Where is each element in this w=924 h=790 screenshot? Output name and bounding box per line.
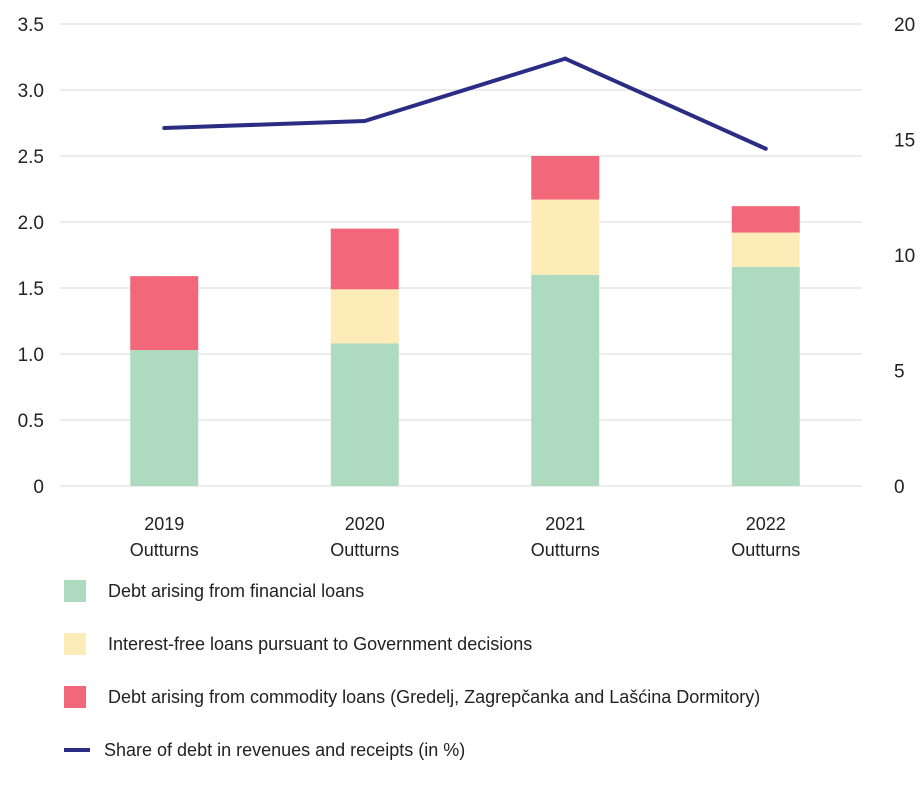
bar-segment-commodity-loans	[330, 228, 399, 290]
left-tick-label: 3.5	[18, 15, 44, 36]
legend-swatch-financial-loans	[64, 580, 86, 602]
legend-item-interest-free-loans: Interest-free loans pursuant to Governme…	[64, 631, 904, 657]
bar-segment-commodity-loans	[130, 276, 199, 351]
bar-segment-financial-loans	[330, 343, 399, 486]
bar-segment-interest-free-loans	[330, 289, 399, 344]
bars	[130, 156, 800, 486]
category-labels: 2019 Outturns 2020 Outturns 2021 Outturns 2022…	[130, 514, 801, 560]
right-tick-label: 0	[894, 477, 905, 498]
share-line-path	[164, 56, 767, 151]
legend-swatch-share-line	[64, 748, 90, 752]
legend-label: Share of debt in revenues and receipts (…	[104, 739, 466, 760]
left-tick-label: 2.5	[18, 147, 44, 168]
share-line-point	[763, 146, 768, 151]
right-tick-label: 20	[894, 15, 915, 36]
left-tick-label: 0.5	[18, 411, 44, 432]
legend-label: Interest-free loans pursuant to Governme…	[108, 633, 533, 654]
right-tick-label: 5	[894, 362, 905, 383]
left-axis-ticks: 0 0.5 1.0 1.5 2.0 2.5 3.0 3.5	[18, 15, 44, 498]
legend-swatch-commodity-loans	[64, 686, 86, 708]
bar-segment-financial-loans	[130, 350, 199, 486]
legend-item-financial-loans: Debt arising from financial loans	[64, 578, 904, 604]
bar-segment-interest-free-loans	[731, 232, 800, 267]
right-tick-label: 10	[894, 246, 915, 267]
bar-segment-commodity-loans	[531, 156, 600, 200]
legend-item-share-line: Share of debt in revenues and receipts (…	[64, 737, 904, 763]
left-tick-label: 0	[33, 477, 44, 498]
bar-segment-commodity-loans	[731, 206, 800, 233]
legend-label: Debt arising from commodity loans (Grede…	[108, 686, 761, 707]
category-label: 2021 Outturns	[531, 514, 600, 560]
chart: 0 0.5 1.0 1.5 2.0 2.5 3.0 3.5 0 5 10 15 20 2019 Outt…	[18, 15, 916, 560]
legend-label: Debt arising from financial loans	[108, 580, 365, 601]
share-line	[162, 56, 768, 151]
left-tick-label: 1.5	[18, 279, 44, 300]
bar-segment-financial-loans	[531, 274, 600, 486]
legend: Debt arising from financial loans Intere…	[64, 578, 904, 790]
category-label: 2019 Outturns	[130, 514, 199, 560]
left-tick-label: 2.0	[18, 213, 44, 234]
right-tick-label: 15	[894, 131, 915, 152]
share-line-point	[162, 125, 167, 130]
bar-segment-interest-free-loans	[531, 199, 600, 275]
right-axis-ticks: 0 5 10 15 20	[894, 15, 915, 498]
legend-swatch-interest-free-loans	[64, 633, 86, 655]
legend-item-commodity-loans: Debt arising from commodity loans (Grede…	[64, 684, 904, 710]
bar-segment-financial-loans	[731, 266, 800, 486]
left-tick-label: 1.0	[18, 345, 44, 366]
share-line-point	[362, 119, 367, 124]
category-label: 2022 Outturns	[731, 514, 800, 560]
left-tick-label: 3.0	[18, 81, 44, 102]
category-label: 2020 Outturns	[330, 514, 399, 560]
share-line-point	[563, 56, 568, 61]
